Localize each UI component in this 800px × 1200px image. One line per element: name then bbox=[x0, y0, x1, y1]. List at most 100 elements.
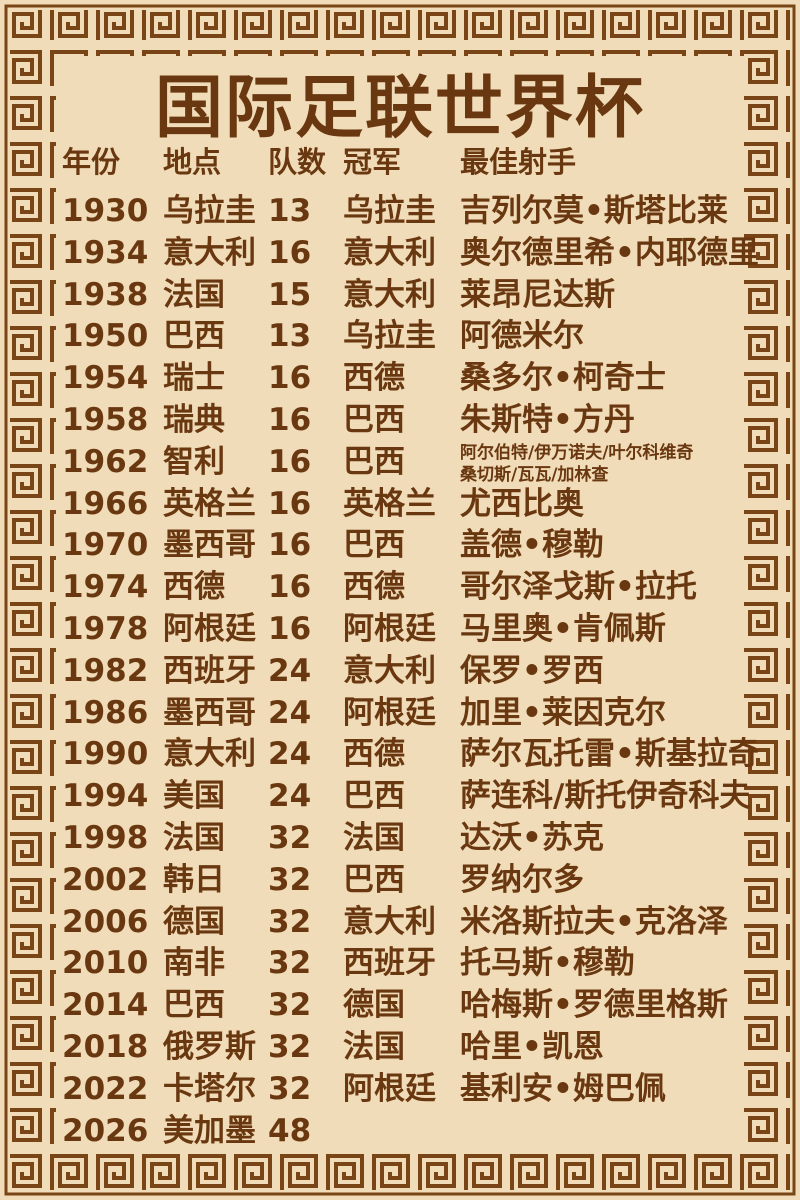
champion: 意大利 bbox=[343, 276, 436, 313]
champion: 巴西 bbox=[343, 527, 405, 564]
teams: 16 bbox=[268, 611, 312, 647]
teams: 16 bbox=[268, 234, 312, 271]
year: 1954 bbox=[62, 360, 149, 397]
host: 乌拉圭 bbox=[163, 193, 256, 229]
champion: 巴西 bbox=[343, 402, 405, 438]
teams: 32 bbox=[268, 987, 312, 1024]
teams: 15 bbox=[268, 276, 312, 313]
champion: 巴西 bbox=[343, 861, 405, 898]
top-scorer: 哈里•凯恩 bbox=[460, 1029, 604, 1065]
year: 1970 bbox=[62, 527, 149, 564]
year: 2010 bbox=[62, 945, 149, 982]
top-scorer: 萨连科/斯托伊奇科夫 bbox=[460, 778, 751, 815]
host: 智利 bbox=[163, 443, 225, 480]
year: 1962 bbox=[62, 443, 149, 480]
top-scorer: 奥尔德里希•内耶德里 bbox=[460, 234, 759, 271]
host: 墨西哥 bbox=[163, 694, 256, 731]
champion: 巴西 bbox=[343, 778, 405, 815]
teams: 16 bbox=[268, 402, 312, 438]
header-year: 年份 bbox=[62, 145, 121, 179]
year: 2006 bbox=[62, 903, 149, 940]
top-scorer: 罗纳尔多 bbox=[460, 861, 584, 898]
champion: 阿根廷 bbox=[343, 1070, 436, 1107]
host: 俄罗斯 bbox=[163, 1029, 256, 1065]
year: 2022 bbox=[62, 1070, 149, 1107]
header-champion: 冠军 bbox=[343, 145, 402, 179]
champion: 乌拉圭 bbox=[343, 193, 436, 229]
host: 意大利 bbox=[163, 234, 256, 271]
teams: 16 bbox=[268, 569, 312, 606]
champion: 西德 bbox=[343, 736, 405, 773]
year: 1990 bbox=[62, 736, 149, 773]
year: 1966 bbox=[62, 485, 149, 522]
teams: 16 bbox=[268, 443, 312, 480]
champion: 意大利 bbox=[343, 652, 436, 689]
top-scorer: 保罗•罗西 bbox=[460, 652, 604, 689]
teams: 16 bbox=[268, 360, 312, 397]
top-scorer: 达沃•苏克 bbox=[460, 820, 604, 856]
top-scorer-line: 桑切斯/瓦瓦/加林查 bbox=[460, 464, 609, 485]
host: 西班牙 bbox=[163, 652, 256, 689]
teams: 13 bbox=[268, 318, 312, 355]
champion: 西德 bbox=[343, 569, 405, 606]
teams: 32 bbox=[268, 820, 312, 856]
year: 1974 bbox=[62, 569, 149, 606]
year: 2014 bbox=[62, 987, 149, 1024]
champion: 西班牙 bbox=[343, 945, 436, 982]
champion: 意大利 bbox=[343, 234, 436, 271]
host: 意大利 bbox=[163, 736, 256, 773]
host: 巴西 bbox=[163, 987, 225, 1024]
teams: 32 bbox=[268, 1029, 312, 1065]
teams: 24 bbox=[268, 694, 312, 731]
year: 1998 bbox=[62, 820, 149, 856]
host: 法国 bbox=[163, 820, 225, 856]
champion: 德国 bbox=[343, 987, 405, 1024]
top-scorer: 萨尔瓦托雷•斯基拉奇 bbox=[460, 736, 759, 773]
year: 1978 bbox=[62, 611, 149, 647]
top-scorer: 朱斯特•方丹 bbox=[460, 402, 635, 438]
year: 1958 bbox=[62, 402, 149, 438]
champion: 巴西 bbox=[343, 443, 405, 480]
top-scorer: 阿德米尔 bbox=[460, 318, 584, 355]
host: 美国 bbox=[163, 778, 225, 815]
champion: 阿根廷 bbox=[343, 694, 436, 731]
host: 瑞士 bbox=[163, 360, 225, 397]
year: 1982 bbox=[62, 652, 149, 689]
top-scorer-line: 阿尔伯特/伊万诺夫/叶尔科维奇 bbox=[460, 442, 694, 463]
header-host: 地点 bbox=[163, 145, 222, 179]
host: 英格兰 bbox=[163, 485, 256, 522]
champion: 西德 bbox=[343, 360, 405, 397]
top-scorer: 哥尔泽戈斯•拉托 bbox=[460, 569, 697, 606]
champion: 法国 bbox=[343, 1029, 405, 1065]
year: 1934 bbox=[62, 234, 149, 271]
top-scorer: 盖德•穆勒 bbox=[460, 527, 604, 564]
year: 1986 bbox=[62, 694, 149, 731]
top-scorer: 马里奥•肯佩斯 bbox=[460, 611, 666, 647]
teams: 16 bbox=[268, 527, 312, 564]
header-teams: 队数 bbox=[268, 145, 327, 179]
host: 巴西 bbox=[163, 318, 225, 355]
teams: 16 bbox=[268, 485, 312, 522]
top-scorer: 托马斯•穆勒 bbox=[460, 945, 635, 982]
year: 1938 bbox=[62, 276, 149, 313]
host: 瑞典 bbox=[163, 402, 225, 438]
top-scorer: 尤西比奥 bbox=[460, 485, 584, 522]
teams: 24 bbox=[268, 778, 312, 815]
year: 1930 bbox=[62, 193, 149, 229]
top-scorer: 吉列尔莫•斯塔比莱 bbox=[460, 193, 728, 229]
teams: 13 bbox=[268, 193, 312, 229]
top-scorer: 莱昂尼达斯 bbox=[460, 276, 615, 313]
teams: 32 bbox=[268, 861, 312, 898]
host: 韩日 bbox=[163, 861, 225, 898]
host: 南非 bbox=[163, 945, 225, 982]
year: 1994 bbox=[62, 778, 149, 815]
year: 2026 bbox=[62, 1112, 149, 1149]
host: 法国 bbox=[163, 276, 225, 313]
champion: 英格兰 bbox=[343, 485, 436, 522]
host: 美加墨 bbox=[163, 1112, 256, 1149]
champion: 阿根廷 bbox=[343, 611, 436, 647]
host: 墨西哥 bbox=[163, 527, 256, 564]
host: 西德 bbox=[163, 569, 225, 606]
